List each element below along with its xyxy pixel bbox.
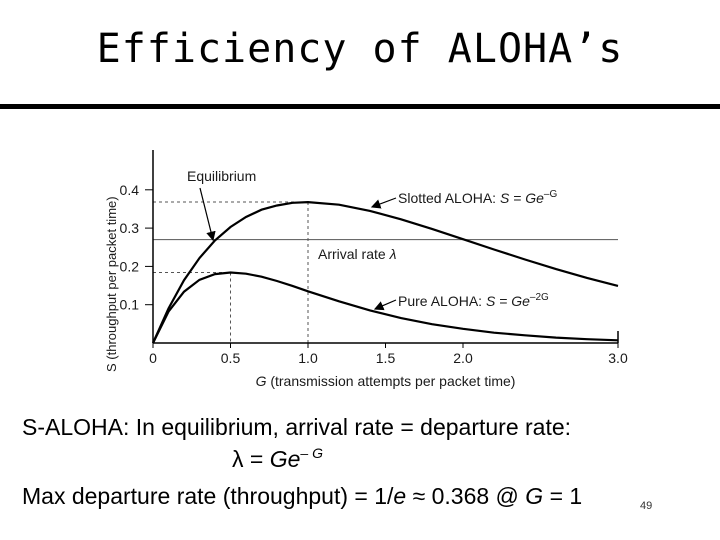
pure-arrow: [373, 299, 397, 311]
y-tick-label: 0.2: [120, 258, 140, 274]
lambda-equation: λ = Ge– G: [232, 445, 323, 473]
equilibrium-arrow: [199, 187, 216, 242]
x-tick-label: 1.0: [298, 350, 318, 366]
arrival-label: Arrival rate: [318, 246, 390, 262]
max-throughput-statement: Max departure rate (throughput) = 1/e ≈ …: [22, 483, 582, 510]
x-tick-label: 3.0: [608, 350, 628, 366]
arrival-rate-annotation: Arrival rate λ: [318, 246, 397, 262]
x-tick-label: 0.5: [221, 350, 241, 366]
title-divider: [0, 104, 720, 109]
equilibrium-statement: S-ALOHA: In equilibrium, arrival rate = …: [22, 414, 572, 440]
y-tick-label: 0.3: [120, 220, 140, 236]
arrival-symbol: λ: [389, 246, 397, 262]
pure-aloha-curve: [152, 271, 619, 344]
slotted-formula: S = Ge: [500, 190, 544, 206]
equation-base: Ge: [269, 446, 301, 472]
max-suffix: = 1: [543, 483, 583, 509]
x-tick-label: 2.0: [453, 350, 473, 366]
slide-title: Efficiency of ALOHA’s: [96, 26, 624, 72]
max-approx: ≈ 0.368 @: [406, 483, 526, 509]
slotted-arrow: [370, 197, 397, 209]
pure-formula: S = Ge: [486, 293, 530, 309]
slotted-aloha-curve: [151, 200, 619, 344]
x-axis-label-var: G: [256, 373, 267, 389]
slotted-formula-exponent: –G: [544, 189, 558, 200]
slotted-aloha-annotation: Slotted ALOHA: S = Ge–G: [398, 189, 557, 206]
y-tick-label: 0.1: [120, 297, 140, 313]
aloha-efficiency-chart: 0.1 0.2 0.3 0.4 0 0.5 1.0 1.5 2.0 3.0 G (transmiss…: [104, 150, 628, 389]
equilibrium-annotation: Equilibrium: [187, 168, 256, 184]
page-number: 49: [640, 500, 653, 512]
equation-exponent: – G: [300, 445, 323, 461]
pure-formula-exponent: –2G: [530, 292, 549, 303]
pure-aloha-annotation: Pure ALOHA: S = Ge–2G: [398, 292, 549, 309]
x-tick-label: 1.5: [376, 350, 396, 366]
lambda-symbol: λ: [232, 446, 244, 472]
slotted-label: Slotted ALOHA:: [398, 190, 500, 206]
x-tick-label: 0: [149, 350, 157, 366]
max-e: e: [393, 483, 407, 509]
y-tick-label: 0.4: [120, 182, 140, 198]
equals-sign: =: [243, 446, 270, 472]
x-axis-label-rest: (transmission attempts per packet time): [266, 373, 515, 389]
y-axis-label: S (throughput per packet time): [104, 196, 119, 372]
pure-label: Pure ALOHA:: [398, 293, 486, 309]
x-axis-label: G (transmission attempts per packet time…: [256, 373, 516, 389]
max-G: G: [525, 483, 544, 509]
max-prefix: Max departure rate (throughput) = 1/: [22, 483, 394, 509]
